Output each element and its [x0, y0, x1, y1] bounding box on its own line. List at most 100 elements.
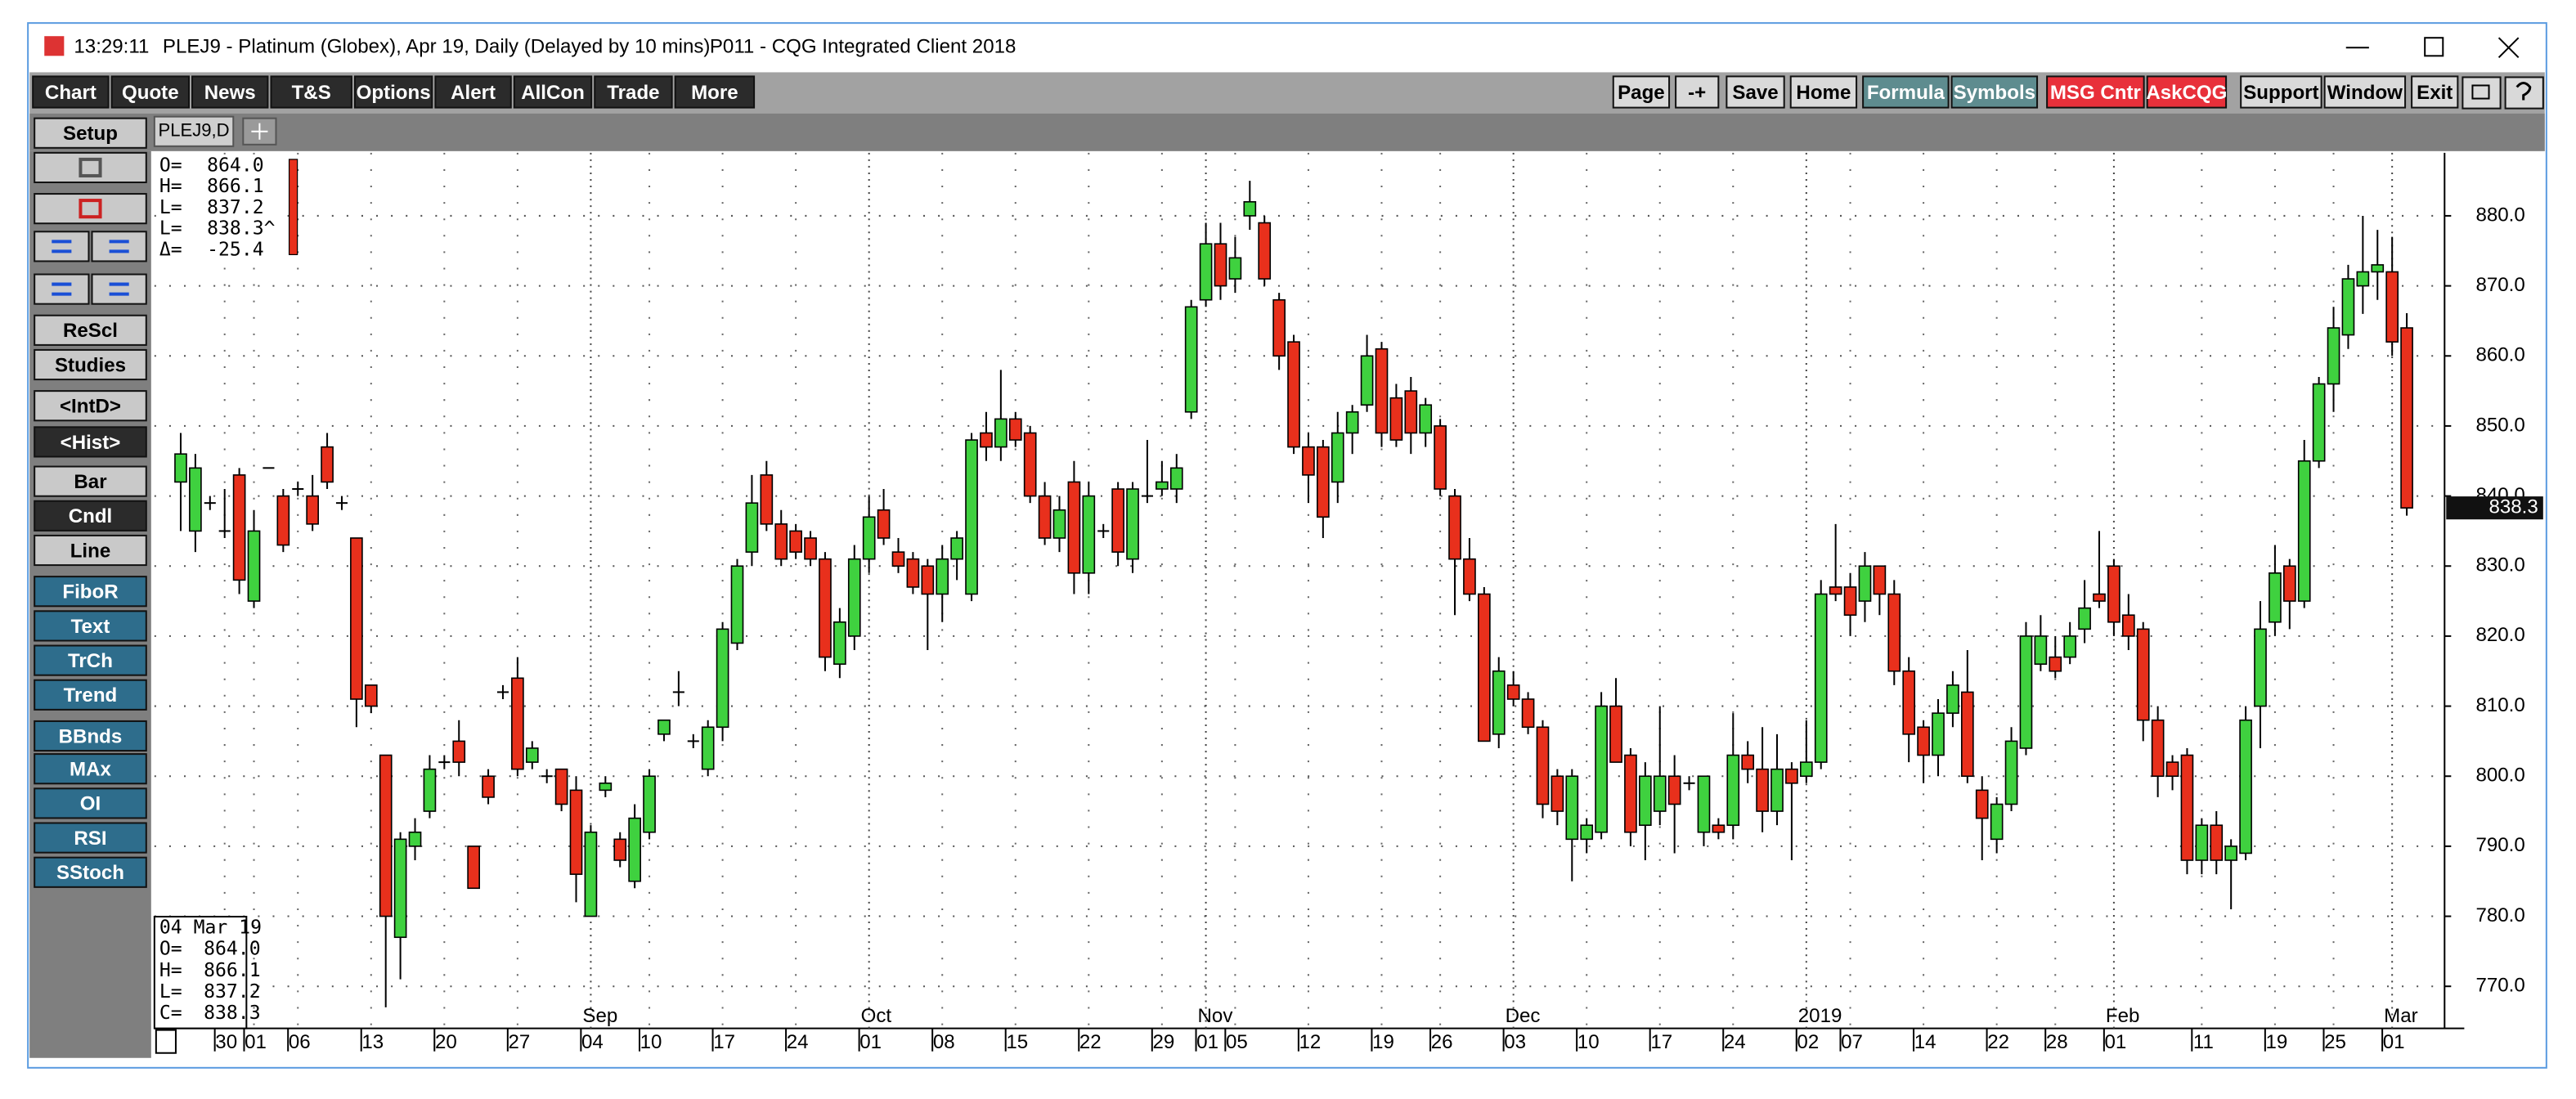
help-button[interactable]	[2504, 76, 2544, 110]
button[interactable]	[34, 117, 147, 149]
button[interactable]	[34, 426, 147, 458]
candle-body	[1492, 670, 1506, 735]
candle-body	[1770, 768, 1784, 812]
candle-body	[1960, 691, 1974, 778]
button[interactable]	[34, 753, 147, 785]
y-tick-label: 830.0	[2475, 554, 2524, 576]
button[interactable]	[34, 534, 147, 567]
button[interactable]	[674, 75, 756, 109]
candle-body	[1580, 824, 1594, 841]
button[interactable]	[34, 576, 147, 608]
help-icon	[2515, 81, 2532, 101]
candle-body	[1067, 481, 1081, 574]
button[interactable]	[34, 822, 147, 854]
button[interactable]	[34, 348, 147, 381]
button[interactable]	[353, 75, 433, 109]
x-tick-label: 10	[640, 1031, 662, 1053]
month-label: Nov	[1198, 1005, 1233, 1027]
button[interactable]	[2240, 75, 2322, 109]
button-label: <Hist>	[61, 432, 121, 454]
x-tick-label: 01	[1196, 1031, 1218, 1053]
button[interactable]	[32, 75, 110, 109]
button[interactable]	[110, 75, 191, 109]
button[interactable]	[2323, 75, 2407, 109]
y-tick-label: 770.0	[2475, 975, 2524, 997]
button[interactable]	[270, 75, 352, 109]
button-label: News	[204, 82, 256, 104]
button[interactable]	[191, 75, 269, 109]
button[interactable]	[1726, 75, 1785, 109]
maximize-icon[interactable]	[2424, 37, 2444, 57]
button[interactable]	[34, 644, 147, 676]
readout-value: 866.1	[207, 176, 264, 197]
icon-button[interactable]	[91, 231, 147, 262]
icon-button[interactable]	[91, 273, 147, 305]
candle-body	[525, 747, 539, 763]
icon-button[interactable]	[34, 273, 90, 305]
button[interactable]	[2046, 75, 2145, 109]
close-icon[interactable]	[2497, 37, 2520, 59]
button[interactable]	[34, 465, 147, 497]
button-label: <IntD>	[60, 396, 121, 418]
candle-body	[1052, 509, 1066, 539]
button[interactable]	[2146, 75, 2228, 109]
candle-body	[2224, 846, 2238, 861]
button[interactable]	[1675, 75, 1720, 109]
candle-body	[1712, 824, 1726, 833]
button[interactable]	[1862, 75, 1950, 109]
app-icon	[44, 36, 65, 56]
button[interactable]	[34, 314, 147, 346]
icon-button[interactable]	[34, 193, 147, 225]
candle-body	[247, 530, 261, 602]
candle-body	[1478, 593, 1491, 742]
candle-body	[1536, 726, 1550, 805]
button[interactable]	[1789, 75, 1858, 109]
candle-body	[1697, 775, 1711, 833]
candle-body	[789, 530, 802, 553]
button-label: Exit	[2417, 82, 2453, 104]
clock: 13:29:11	[74, 36, 149, 58]
candle-body	[833, 621, 846, 665]
candle-body	[2371, 264, 2385, 273]
button-label: Page	[1618, 82, 1665, 104]
x-tick-label: 05	[1226, 1031, 1248, 1053]
candle-body	[1258, 222, 1272, 280]
button[interactable]	[513, 75, 593, 109]
button[interactable]	[1612, 75, 1671, 109]
cursor-key: L=	[159, 981, 182, 1003]
month-label: Mar	[2384, 1005, 2418, 1027]
y-tick-label: 870.0	[2475, 274, 2524, 296]
button[interactable]	[34, 610, 147, 642]
readout-value: 837.2	[207, 197, 264, 218]
button[interactable]	[34, 720, 147, 752]
button[interactable]	[1950, 75, 2039, 109]
x-tick-label: 19	[1372, 1031, 1394, 1053]
button-label: SStoch	[56, 862, 124, 884]
button[interactable]	[434, 75, 512, 109]
button[interactable]	[34, 856, 147, 888]
candle-body	[2312, 383, 2326, 462]
button-label: Bar	[74, 471, 107, 493]
chart-tab[interactable]	[153, 115, 235, 147]
cursor-value: 864.0	[204, 939, 261, 960]
readout-value: -25.4	[207, 239, 264, 260]
candle-body	[2269, 572, 2282, 623]
button[interactable]	[34, 787, 147, 819]
button[interactable]	[34, 500, 147, 532]
candle-body	[1287, 341, 1300, 448]
y-tick-label: 810.0	[2475, 694, 2524, 716]
candle-body	[423, 768, 437, 812]
candle-body	[657, 719, 671, 735]
button-label: AllCon	[521, 82, 585, 104]
candle-body	[276, 495, 290, 546]
x-tick-label: 04	[581, 1031, 604, 1053]
icon-button[interactable]	[34, 151, 147, 184]
icon-button[interactable]	[34, 231, 90, 262]
candle-body	[1448, 495, 1461, 560]
button[interactable]	[2411, 75, 2459, 109]
button[interactable]	[34, 390, 147, 422]
restore-button[interactable]	[2462, 76, 2502, 110]
button[interactable]	[34, 679, 147, 711]
button[interactable]	[594, 75, 673, 109]
candle-body	[847, 558, 861, 637]
